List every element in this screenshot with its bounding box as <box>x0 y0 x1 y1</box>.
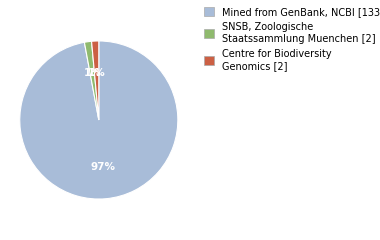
Wedge shape <box>20 41 178 199</box>
Legend: Mined from GenBank, NCBI [133], SNSB, Zoologische
Staatssammlung Muenchen [2], C: Mined from GenBank, NCBI [133], SNSB, Zo… <box>203 5 380 73</box>
Wedge shape <box>84 41 99 120</box>
Text: 1%: 1% <box>84 68 101 78</box>
Text: 97%: 97% <box>91 162 116 172</box>
Text: 1%: 1% <box>88 68 106 78</box>
Wedge shape <box>92 41 99 120</box>
